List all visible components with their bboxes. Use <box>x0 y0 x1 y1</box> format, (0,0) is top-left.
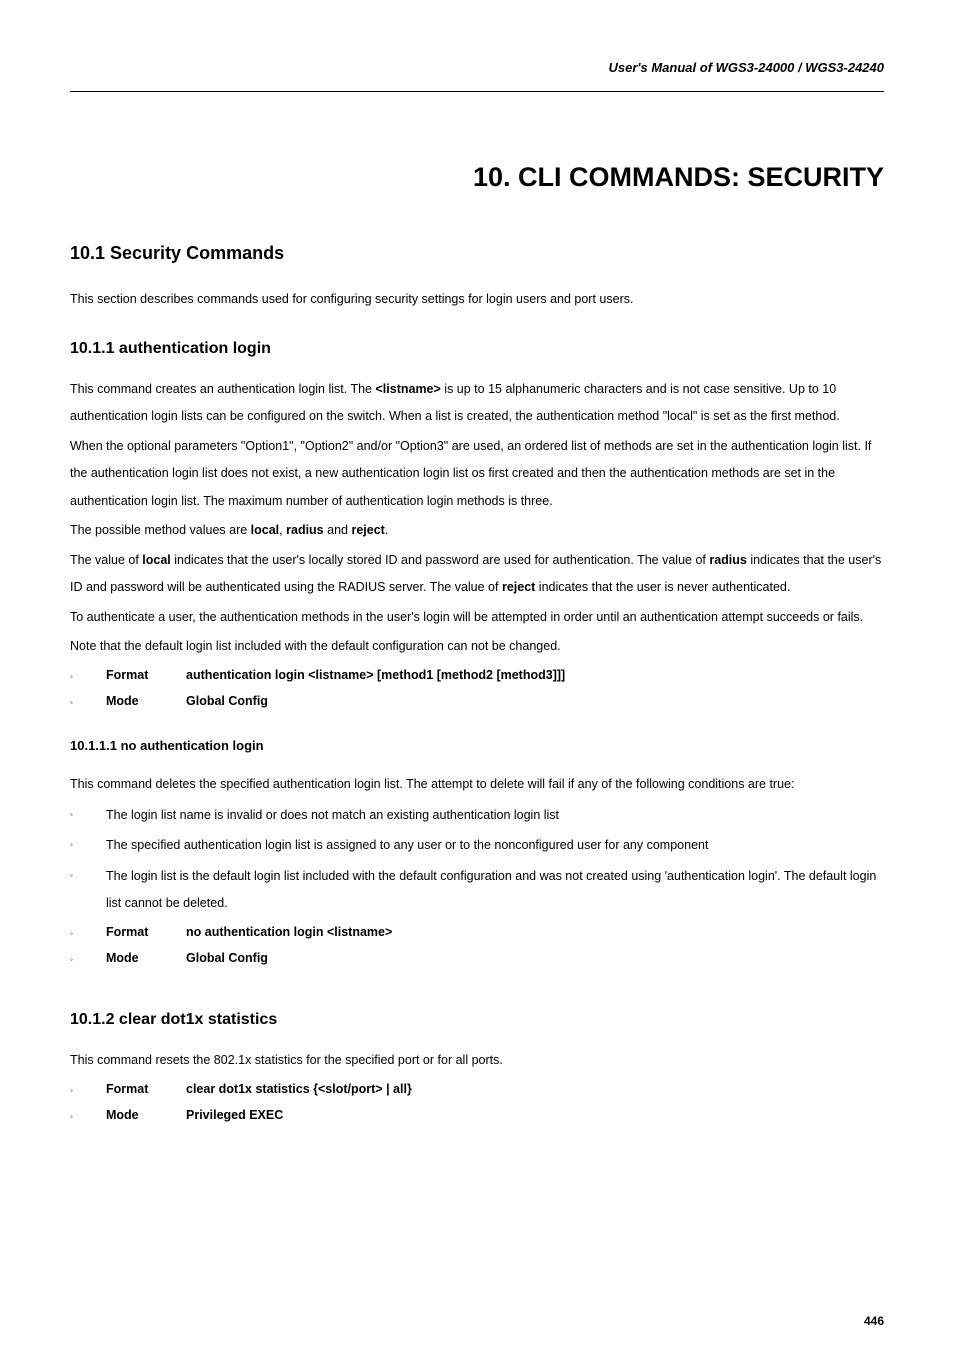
p4-reject: reject <box>502 580 535 594</box>
bullet-icon: ◦ <box>70 664 106 684</box>
section-10-1-intro: This section describes commands used for… <box>70 286 884 314</box>
bullet-row-0: ◦ The login list name is invalid or does… <box>70 802 884 830</box>
header-text: User's Manual of WGS3-24000 / WGS3-24240 <box>70 60 884 75</box>
section-10-1-1-1-heading: 10.1.1.1 no authentication login <box>70 738 884 753</box>
p3-a: The possible method values are <box>70 523 251 537</box>
section-10-1-2-p1: This command resets the 802.1x statistic… <box>70 1047 884 1075</box>
mode-label: Mode <box>106 947 186 971</box>
p3-reject: reject <box>351 523 384 537</box>
section-10-1-1-p2: When the optional parameters "Option1", … <box>70 433 884 516</box>
bullet-text-0: The login list name is invalid or does n… <box>106 802 559 830</box>
page-number: 446 <box>864 1314 884 1328</box>
bullet-icon: ◦ <box>70 802 106 822</box>
format-label: Format <box>106 921 186 945</box>
bullet-icon: ◦ <box>70 921 106 941</box>
format-row-10-1-1-1: ◦ Format no authentication login <listna… <box>70 921 884 945</box>
mode-row-10-1-1-1: ◦ Mode Global Config <box>70 947 884 971</box>
section-10-1-1-p3: The possible method values are local, ra… <box>70 517 884 545</box>
bullet-text-1: The specified authentication login list … <box>106 832 708 860</box>
section-10-1-heading: 10.1 Security Commands <box>70 243 884 264</box>
section-10-1-1-p4: The value of local indicates that the us… <box>70 547 884 602</box>
mode-label: Mode <box>106 1104 186 1128</box>
bullet-icon: ◦ <box>70 1104 106 1124</box>
format-label: Format <box>106 1078 186 1102</box>
mode-value: Privileged EXEC <box>186 1104 283 1128</box>
p1-a: This command creates an authentication l… <box>70 382 376 396</box>
bullet-row-1: ◦ The specified authentication login lis… <box>70 832 884 860</box>
p3-e: and <box>324 523 352 537</box>
header-divider <box>70 91 884 92</box>
p3-g: . <box>385 523 388 537</box>
p4-a: The value of <box>70 553 142 567</box>
bullet-icon: ◦ <box>70 947 106 967</box>
p4-c: indicates that the user's locally stored… <box>171 553 710 567</box>
section-10-1-1-p1: This command creates an authentication l… <box>70 376 884 431</box>
format-value: authentication login <listname> [method1… <box>186 664 565 688</box>
bullet-row-2: ◦ The login list is the default login li… <box>70 863 884 918</box>
bullet-icon: ◦ <box>70 690 106 710</box>
format-value: clear dot1x statistics {<slot/port> | al… <box>186 1078 412 1102</box>
format-value: no authentication login <listname> <box>186 921 392 945</box>
mode-label: Mode <box>106 690 186 714</box>
format-row-10-1-2: ◦ Format clear dot1x statistics {<slot/p… <box>70 1078 884 1102</box>
section-10-1-2-heading: 10.1.2 clear dot1x statistics <box>70 1011 884 1029</box>
section-10-1-1-p6: Note that the default login list include… <box>70 633 884 661</box>
format-label: Format <box>106 664 186 688</box>
bullet-text-2: The login list is the default login list… <box>106 863 884 918</box>
bullet-icon: ◦ <box>70 832 106 852</box>
p1-listname: <listname> <box>376 382 441 396</box>
format-row-10-1-1: ◦ Format authentication login <listname>… <box>70 664 884 688</box>
p3-local: local <box>251 523 280 537</box>
section-10-1-1-1-p1: This command deletes the specified authe… <box>70 771 884 799</box>
p4-g: indicates that the user is never authent… <box>535 580 790 594</box>
mode-row-10-1-2: ◦ Mode Privileged EXEC <box>70 1104 884 1128</box>
p3-radius: radius <box>286 523 324 537</box>
chapter-title: 10. CLI COMMANDS: SECURITY <box>70 162 884 193</box>
bullet-icon: ◦ <box>70 1078 106 1098</box>
mode-value: Global Config <box>186 947 268 971</box>
bullet-icon: ◦ <box>70 863 106 883</box>
mode-value: Global Config <box>186 690 268 714</box>
p4-radius: radius <box>709 553 747 567</box>
section-10-1-1-heading: 10.1.1 authentication login <box>70 340 884 358</box>
mode-row-10-1-1: ◦ Mode Global Config <box>70 690 884 714</box>
p4-local: local <box>142 553 171 567</box>
section-10-1-1-p5: To authenticate a user, the authenticati… <box>70 604 884 632</box>
